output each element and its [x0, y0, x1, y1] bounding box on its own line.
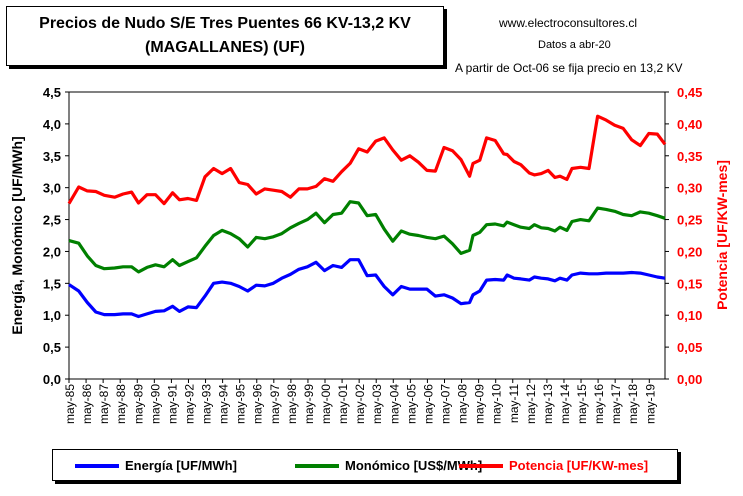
site-url: www.electroconsultores.cl — [499, 16, 638, 30]
legend-swatch-potencia — [459, 464, 503, 468]
y-right-tick-label: 0,15 — [677, 276, 702, 291]
x-tick-label: may-98 — [285, 384, 299, 424]
y-right-tick-label: 0,45 — [677, 85, 702, 100]
x-tick-label: may-11 — [507, 384, 521, 423]
y-right-tick-label: 0,30 — [677, 181, 702, 196]
series-line-monomico — [68, 200, 666, 274]
y-right-tick-label: 0,05 — [677, 340, 702, 355]
y-left-tick-label: 3,5 — [43, 149, 61, 164]
plot-area — [68, 91, 666, 380]
x-tick-label: may-99 — [302, 384, 316, 424]
voltage-note: A partir de Oct-06 se fija precio en 13,… — [455, 61, 683, 75]
y-left-tick-label: 4,5 — [43, 85, 61, 100]
x-tick-label: may-01 — [336, 384, 350, 424]
legend-label-potencia: Potencia [UF/KW-mes] — [509, 458, 649, 473]
x-tick-label: may-08 — [456, 384, 470, 424]
legend-label-monomico: Monómico [US$/MWh] — [345, 458, 483, 473]
y-left-tick-label: 0,0 — [43, 372, 61, 387]
x-tick-label: may-15 — [575, 384, 589, 424]
x-tick-label: may-10 — [490, 384, 504, 424]
x-tick-label: may-13 — [541, 384, 555, 424]
chart-legend: Energía [UF/MWh] Monómico [US$/MWh] Pote… — [52, 449, 678, 481]
y-right-axis-title: Potencia [UF/KW-mes] — [714, 160, 730, 310]
y-left-tick-label: 0,5 — [43, 340, 61, 355]
y-right-tick-label: 0,20 — [677, 244, 702, 259]
chart-title-box: Precios de Nudo S/E Tres Puentes 66 KV-1… — [6, 6, 444, 66]
date-note: Datos a abr-20 — [538, 39, 611, 51]
y-left-axis-title: Energía, Monómico [UF/MWh] — [9, 136, 25, 334]
x-tick-label: may-92 — [182, 384, 196, 424]
x-tick-label: may-09 — [473, 384, 487, 424]
x-tick-label: may-87 — [97, 384, 111, 424]
y-right-tick-label: 0,00 — [677, 372, 702, 387]
x-tick-label: may-91 — [165, 384, 179, 424]
chart-title-line1: Precios de Nudo S/E Tres Puentes 66 KV-1… — [39, 15, 411, 32]
x-tick-label: may-97 — [268, 384, 282, 424]
x-tick-label: may-14 — [558, 384, 572, 424]
chart-title-line2: (MAGALLANES) (UF) — [145, 39, 305, 56]
y-left-tick-label: 3,0 — [43, 181, 61, 196]
series-line-potencia — [67, 114, 667, 206]
x-tick-label: may-85 — [63, 384, 77, 424]
y-right-tick-label: 0,10 — [677, 308, 702, 323]
x-tick-label: may-18 — [626, 384, 640, 424]
x-tick-label: may-96 — [251, 384, 265, 424]
x-tick-label: may-94 — [217, 384, 231, 424]
x-tick-label: may-19 — [643, 384, 657, 424]
y-left-tick-label: 1,0 — [43, 308, 61, 323]
legend-label-energia: Energía [UF/MWh] — [125, 458, 237, 473]
series-line-energia — [68, 258, 666, 319]
x-tick-label: may-17 — [609, 384, 623, 424]
y-right-tick-label: 0,25 — [677, 213, 702, 228]
x-tick-label: may-86 — [80, 384, 94, 424]
y-left-tick-label: 2,0 — [43, 244, 61, 259]
y-right-tick-label: 0,40 — [677, 117, 702, 132]
x-tick-label: may-07 — [438, 384, 452, 424]
x-tick-label: may-06 — [421, 384, 435, 424]
legend-swatch-energia — [75, 464, 119, 468]
y-left-tick-label: 4,0 — [43, 117, 61, 132]
x-tick-label: may-05 — [404, 384, 418, 424]
x-tick-label: may-93 — [200, 384, 214, 424]
x-tick-label: may-00 — [319, 384, 333, 424]
x-tick-label: may-16 — [592, 384, 606, 424]
x-tick-label: may-04 — [387, 384, 401, 424]
y-right-tick-label: 0,35 — [677, 149, 702, 164]
x-tick-label: may-12 — [524, 384, 538, 424]
y-left-tick-label: 2,5 — [43, 213, 61, 228]
x-tick-label: may-90 — [148, 384, 162, 424]
x-tick-label: may-03 — [370, 384, 384, 424]
x-tick-label: may-02 — [353, 384, 367, 424]
x-tick-label: may-88 — [114, 384, 128, 424]
y-left-tick-label: 1,5 — [43, 276, 61, 291]
x-tick-label: may-89 — [131, 384, 145, 424]
x-tick-label: may-95 — [234, 384, 248, 424]
legend-swatch-monomico — [295, 464, 339, 468]
